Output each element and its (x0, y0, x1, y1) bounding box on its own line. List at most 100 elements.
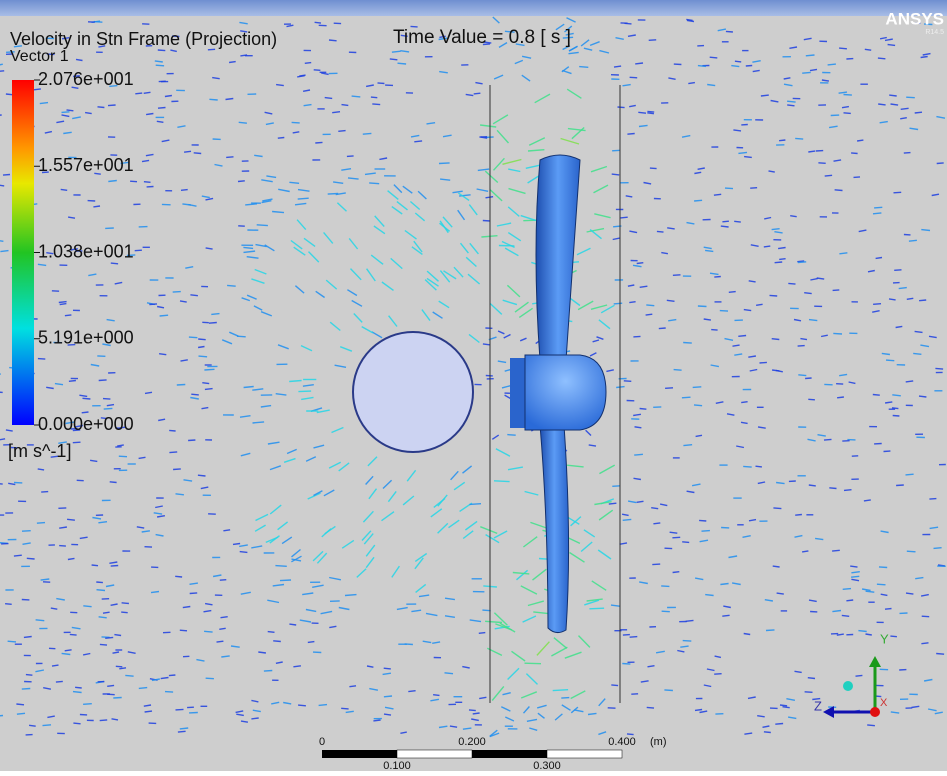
vector-arrow (744, 310, 751, 311)
vector-arrow (695, 710, 702, 711)
vector-arrow (144, 182, 151, 183)
vector-arrow (135, 93, 142, 94)
vector-arrow (525, 663, 542, 664)
vector-arrow (315, 142, 322, 143)
vector-arrow (647, 707, 654, 708)
vector-arrow (851, 576, 859, 577)
vector-arrow (806, 55, 815, 56)
vector-arrow (60, 304, 67, 305)
vector-arrow (433, 695, 439, 696)
vector-arrow (720, 311, 728, 312)
vector-arrow (85, 113, 92, 114)
vector-arrow (204, 369, 214, 370)
vector-arrow (59, 302, 67, 303)
vector-arrow (808, 399, 815, 400)
vector-arrow (99, 617, 107, 618)
vector-arrow (190, 593, 198, 594)
vector-arrow (808, 678, 815, 679)
vector-arrow (621, 217, 628, 218)
vector-arrow (198, 339, 206, 340)
vector-arrow (892, 395, 901, 396)
vector-arrow (298, 391, 311, 392)
vector-arrow (173, 469, 181, 470)
vector-arrow (913, 353, 921, 354)
vector-arrow (144, 92, 151, 93)
vector-arrow (190, 295, 198, 296)
vector-arrow (637, 501, 644, 502)
vector-arrow (483, 221, 491, 222)
vector-arrow (289, 381, 301, 382)
vector-arrow (3, 175, 10, 176)
vector-arrow (683, 343, 692, 344)
vector-arrow (780, 705, 787, 706)
vector-arrow (885, 609, 892, 610)
vector-arrow (777, 593, 784, 594)
vector-arrow (878, 58, 886, 59)
vector-arrow (38, 359, 45, 360)
vector-arrow (637, 263, 644, 264)
vector-arrow (414, 141, 422, 142)
vector-arrow (710, 57, 718, 58)
vector-arrow (773, 508, 781, 509)
vector-arrow (332, 112, 340, 113)
vector-arrow (833, 333, 842, 334)
vector-arrow (314, 70, 321, 71)
vector-arrow (915, 331, 923, 332)
vector-arrow (257, 225, 268, 226)
vector-arrow (206, 678, 214, 679)
vector-arrow (579, 67, 588, 68)
vector-arrow (741, 402, 747, 403)
vector-arrow (850, 566, 857, 567)
vector-arrow (37, 523, 45, 524)
vector-arrow (744, 157, 752, 158)
vector-arrow (483, 344, 490, 345)
vector-arrow (0, 71, 4, 72)
legend-title: Velocity in Stn Frame (Projection) (10, 29, 277, 49)
vector-arrow (384, 668, 391, 669)
vector-arrow (98, 107, 105, 108)
vector-arrow (935, 368, 943, 369)
vector-arrow (828, 64, 836, 65)
brand: ANSYS (885, 9, 944, 28)
vector-arrow (627, 734, 634, 735)
vector-arrow (630, 637, 638, 638)
vector-arrow (158, 50, 166, 51)
scale-label: 0.200 (458, 736, 486, 748)
vector-arrow (614, 303, 623, 304)
vector-arrow (17, 713, 25, 714)
vector-arrow (194, 153, 202, 154)
vector-arrow (623, 519, 632, 520)
vector-arrow (93, 206, 100, 207)
vector-arrow (69, 381, 76, 382)
vector-arrow (936, 654, 944, 655)
vector-arrow (494, 481, 510, 482)
vector-arrow (756, 466, 762, 467)
vector-arrow (846, 600, 853, 601)
vector-arrow (854, 177, 861, 178)
vector-arrow (746, 66, 752, 67)
vector-arrow (904, 153, 911, 154)
vector-arrow (779, 259, 785, 260)
vector-arrow (169, 675, 176, 676)
vector-arrow (5, 604, 12, 605)
vector-arrow (907, 551, 916, 552)
vector-arrow (714, 674, 721, 675)
vector-arrow (16, 704, 24, 705)
vector-arrow (711, 330, 717, 331)
vector-arrow (289, 182, 299, 183)
vector-arrow (125, 675, 133, 676)
vector-arrow (111, 566, 119, 567)
vector-arrow (683, 445, 692, 446)
vector-arrow (408, 691, 415, 692)
vector-arrow (175, 576, 182, 577)
vector-arrow (209, 99, 217, 100)
color-bar (12, 80, 34, 425)
vector-arrow (328, 194, 339, 195)
vector-arrow (629, 302, 635, 303)
vector-arrow (906, 593, 913, 594)
vector-arrow (121, 612, 128, 613)
scale-segment (547, 750, 622, 758)
vector-arrow (67, 519, 75, 520)
vector-arrow (24, 637, 32, 638)
vector-arrow (633, 336, 640, 337)
